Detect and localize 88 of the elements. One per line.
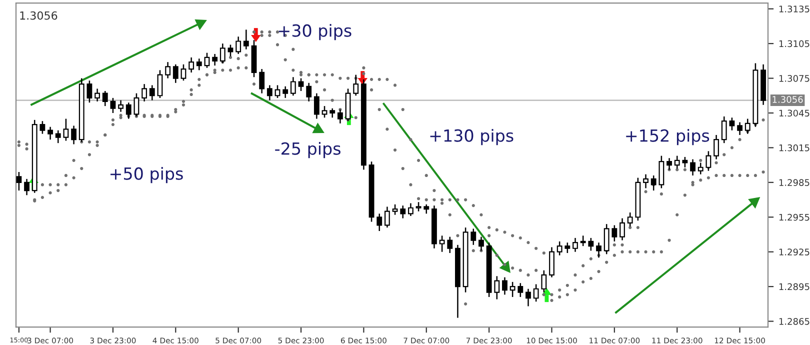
candlestick (627, 212, 633, 228)
candlestick (180, 64, 186, 82)
y-tick-label: 1.2865 (779, 318, 810, 325)
candlestick (322, 105, 328, 118)
candlestick (306, 82, 312, 102)
candlestick (86, 80, 92, 104)
candlestick (142, 83, 148, 102)
candlestick (16, 171, 22, 192)
candlestick (682, 156, 688, 168)
candlestick (643, 174, 648, 189)
candlestick (196, 58, 202, 71)
y-tick-label: 1.2985 (779, 179, 810, 186)
candlestick (274, 84, 280, 99)
candlestick (729, 116, 735, 131)
annotation: +50 pips (110, 166, 183, 184)
candlestick (259, 68, 265, 94)
annotation: +152 pips (626, 128, 710, 146)
y-tick-label: 1.3105 (779, 40, 810, 48)
candlestick (564, 242, 570, 254)
candlestick (243, 29, 249, 50)
candlestick (580, 235, 586, 247)
y-tick-label: 1.2925 (779, 248, 810, 256)
candlestick (165, 61, 171, 79)
candlestick (439, 235, 445, 252)
text: 1.3056 (20, 11, 58, 20)
candlestick (549, 246, 554, 278)
candlestick (518, 282, 524, 298)
candlestick (40, 120, 46, 134)
candlestick (376, 213, 382, 232)
candlestick (149, 84, 155, 101)
candlestick (572, 237, 578, 252)
candlestick (447, 236, 453, 254)
candlestick (172, 64, 178, 84)
candlestick (392, 204, 398, 216)
y-tick-label: 1.2955 (779, 214, 810, 221)
candlestick (416, 201, 422, 212)
y-tick-label: 1.3045 (779, 110, 810, 117)
candlestick (384, 206, 390, 228)
candlestick (408, 202, 414, 217)
candlestick (157, 70, 163, 99)
annotation: -25 pips (275, 142, 340, 158)
annotation: +130 pips (430, 128, 514, 146)
candlestick (228, 44, 234, 57)
candlestick (102, 90, 108, 107)
candlestick (470, 228, 476, 246)
y-tick-label: 1.3015 (779, 144, 810, 152)
candlestick (533, 284, 539, 302)
candlestick (94, 88, 100, 102)
candlestick (266, 84, 272, 101)
candlestick (588, 237, 594, 252)
candlestick (118, 100, 124, 112)
candlestick (424, 204, 430, 214)
candlestick (290, 76, 296, 96)
annotation: +30 pips (278, 24, 352, 40)
candlestick (48, 126, 53, 140)
candlestick (674, 155, 680, 170)
candlestick (400, 204, 406, 219)
candlestick (330, 108, 336, 118)
y-tick-label: 1.3075 (779, 75, 810, 82)
y-tick-label: 1.2895 (779, 283, 810, 290)
candlestick (510, 281, 516, 298)
candlestick (110, 97, 116, 114)
candlestick (24, 178, 30, 196)
candlestick (282, 86, 288, 99)
candlestick (204, 52, 210, 68)
candlestick (188, 56, 194, 74)
candlestick (620, 218, 625, 241)
candlestick (541, 270, 547, 293)
candlestick (63, 118, 69, 142)
candlestick (55, 130, 61, 144)
y-tick-label: 1.3135 (779, 6, 810, 12)
candlestick (714, 134, 719, 160)
candlestick (526, 288, 531, 307)
candlestick (658, 155, 664, 189)
candlestick (612, 224, 618, 242)
candlestick (737, 122, 742, 136)
candlestick (556, 240, 562, 256)
candlestick (298, 78, 304, 92)
candlestick (690, 158, 696, 176)
candlestick (502, 276, 508, 296)
candlestick (494, 276, 500, 300)
candlestick (212, 53, 218, 66)
candlestick (698, 162, 704, 175)
candlestick (71, 125, 76, 145)
candlestick (314, 92, 320, 120)
ref-line-label: 1.3056 (772, 96, 803, 103)
candlestick (721, 116, 727, 144)
candlestick (236, 36, 242, 55)
